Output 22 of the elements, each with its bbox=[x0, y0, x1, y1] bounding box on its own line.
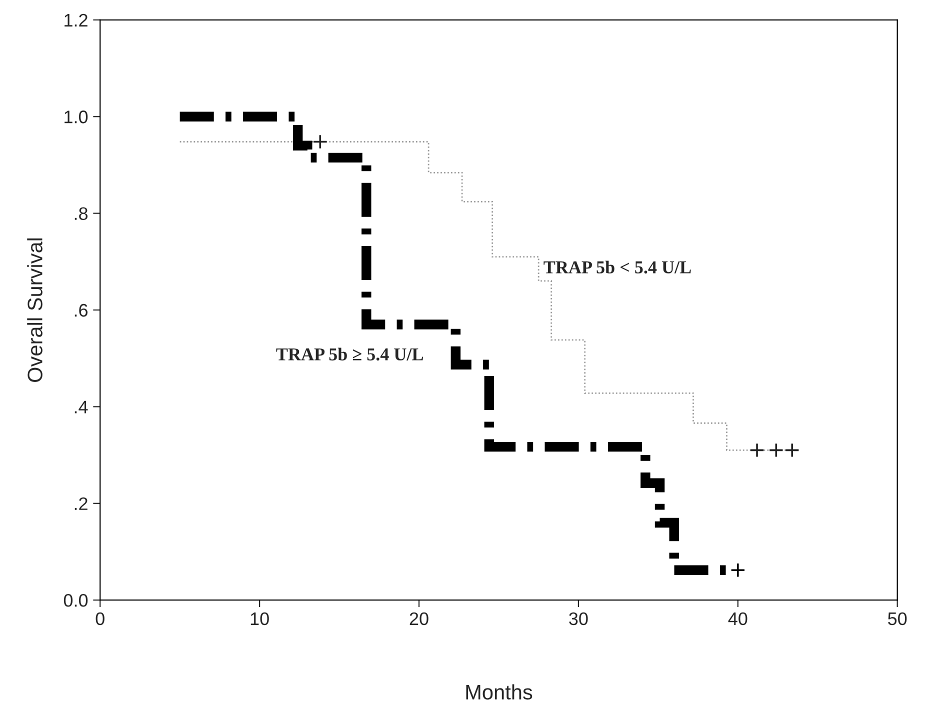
x-tick-label: 30 bbox=[569, 612, 588, 626]
y-tick-label: 0.0 bbox=[64, 594, 88, 607]
y-tick-label: .6 bbox=[74, 304, 88, 317]
x-axis-title: Months bbox=[466, 684, 532, 700]
y-tick-label: .8 bbox=[74, 207, 88, 220]
series-label: TRAP 5b < 5.4 U/L bbox=[544, 260, 691, 274]
x-tick-label: 10 bbox=[250, 612, 269, 626]
y-tick-label: .4 bbox=[74, 400, 88, 414]
y-tick-label: .2 bbox=[74, 497, 88, 510]
x-tick-label: 0 bbox=[96, 612, 104, 626]
y-tick-label: 1.0 bbox=[64, 110, 88, 124]
point bbox=[312, 134, 328, 150]
y-tick-label: 1.2 bbox=[64, 14, 88, 26]
point bbox=[784, 442, 800, 458]
point bbox=[768, 442, 784, 458]
series-label: TRAP 5b ≥ 5.4 U/L bbox=[276, 348, 424, 361]
point bbox=[750, 442, 765, 458]
y-axis-title: Overall Survival bbox=[27, 238, 42, 382]
point bbox=[730, 562, 746, 578]
x-tick-label: 20 bbox=[410, 612, 428, 626]
x-tick-label: 50 bbox=[888, 612, 907, 626]
x-tick-label: 40 bbox=[728, 612, 748, 626]
